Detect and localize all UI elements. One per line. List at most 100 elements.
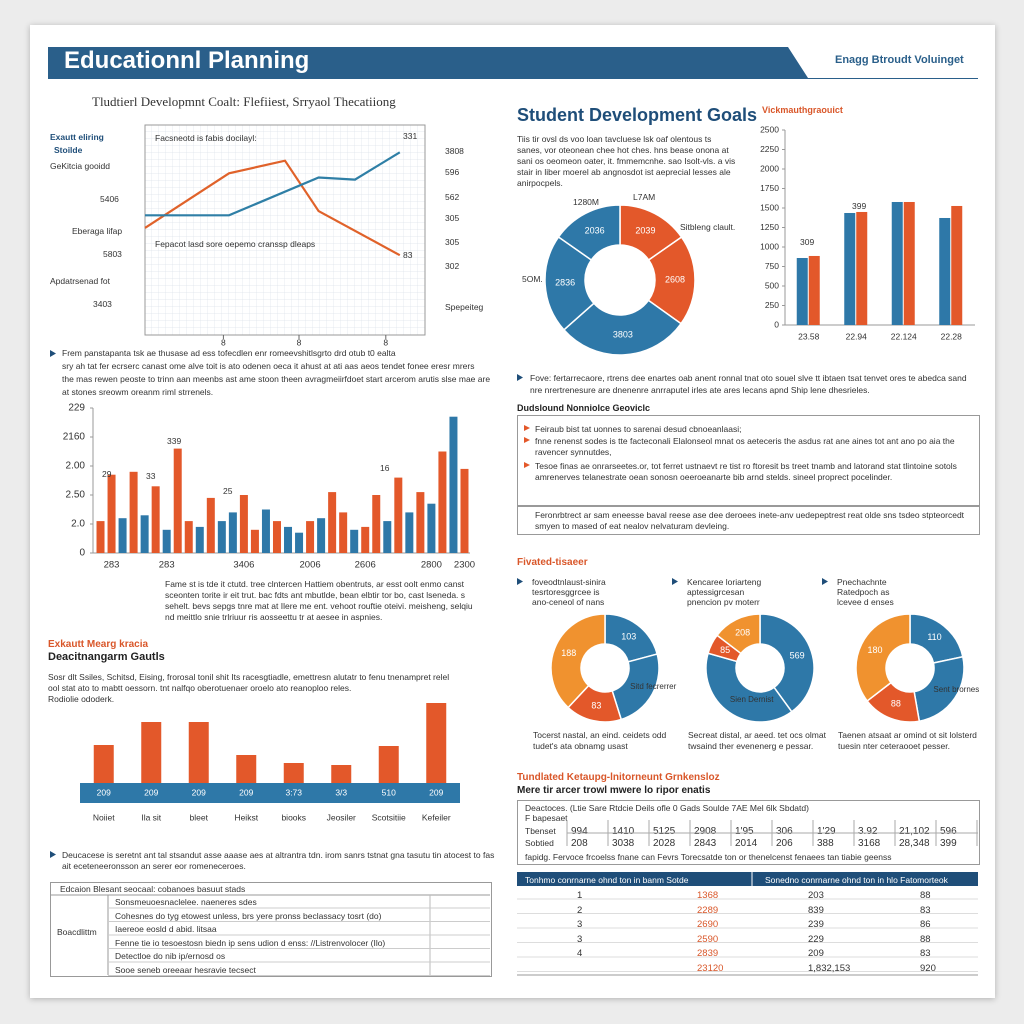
line-chart: 8 8 8 (144, 124, 426, 347)
text: Sitbleng clault. (680, 222, 736, 232)
x-tick-label: 23.58 (798, 331, 820, 341)
x-tick-label: 283 (104, 560, 120, 571)
x-tick-label: 2006 (300, 560, 321, 571)
bar (378, 746, 399, 783)
text: 3038 (612, 838, 635, 849)
text: Dudslound Nonniolce Geoviclc (517, 403, 651, 413)
bullet-shape (50, 851, 56, 858)
value-label: 110 (927, 632, 941, 642)
bar (118, 518, 127, 553)
text: Feiraub bist tat uonnes to sarenai desud… (535, 424, 742, 434)
y-tick-label: 2.0 (71, 519, 85, 530)
bar (416, 492, 425, 553)
text: 5803 (103, 249, 122, 259)
text: Mere tir arcer trowl mwere lo ripor enat… (517, 785, 711, 796)
text: sceonten torite ir eit trut. bac fdts an… (165, 590, 466, 600)
bar (129, 471, 138, 553)
bar (903, 201, 915, 325)
x-tick-label: 22.94 (846, 331, 868, 341)
donut-segment (562, 299, 683, 356)
bar-chart: 0 2.0 2.50 2.00 2160 229 283 283 3406 2006 2606 280… (63, 403, 475, 571)
bar (140, 515, 149, 553)
bullet-shape (822, 578, 828, 585)
bullet (524, 425, 530, 431)
value-label: 3803 (613, 329, 633, 339)
text: tesrtoresggrcee is (532, 587, 600, 597)
bar (250, 529, 259, 553)
text: Sosr dlt Ssiles, Schitsd, Eising, froros… (48, 672, 450, 682)
text: 206 (776, 838, 793, 849)
text: sry ah tat fer ecrserc canast ome alve t… (62, 361, 475, 371)
text: Tiis tir ovsl ds voo loan tavcluese lsk … (517, 134, 712, 144)
text: 2 (577, 904, 583, 916)
bar (107, 474, 116, 553)
band-label: 209 (192, 787, 206, 797)
value-label: 2036 (585, 226, 605, 236)
value-label: 180 (867, 645, 882, 655)
value-label: 103 (621, 631, 636, 641)
text: 2839 (697, 948, 719, 959)
x-tick-label: 3406 (233, 560, 254, 571)
bar (891, 201, 903, 325)
header-band (48, 47, 978, 79)
text: 1'29 (817, 825, 836, 837)
text: Tundlated Ketaupg-lnitorneunt Grnkensloz (517, 772, 720, 783)
text: Taenen atsaat ar omind ot sit lolsterd (838, 730, 977, 740)
text: 88 (920, 933, 931, 945)
text: nd meittlo snie trlriuur ris aosseettu t… (165, 612, 383, 622)
text: Sonsmeuoesnaclelee. naeneres sdes (115, 897, 257, 907)
donut: 569 Sien Dernist 85 208 (705, 613, 815, 723)
bar (361, 526, 370, 553)
text: Deacitnangarm Gautls (48, 651, 165, 663)
bullet (524, 437, 530, 443)
text: 399 (940, 838, 957, 849)
text: lcevee d enses (837, 597, 894, 607)
bar (284, 526, 293, 553)
band-label: 209 (429, 787, 443, 797)
bar (339, 512, 348, 553)
text: 29 (102, 469, 112, 479)
x-tick-label: 8 (297, 337, 302, 347)
bar (261, 509, 270, 553)
bar (96, 521, 105, 553)
bar (438, 451, 447, 553)
band-label: 209 (97, 787, 111, 797)
text: 2289 (697, 904, 719, 916)
text: 1 (577, 890, 583, 901)
text: sehelt. bevs sepgs tnre mat at Ilere me … (165, 601, 473, 611)
text: 302 (445, 261, 460, 271)
text: 21,102 (899, 825, 930, 837)
text: Spepeiteg (445, 302, 484, 312)
bar (206, 497, 215, 553)
text: 2690 (697, 919, 719, 930)
value-label: 85 (720, 645, 730, 655)
text: 5OM. (522, 274, 543, 284)
x-tick-label: 22.124 (891, 331, 917, 341)
band-label: 209 (144, 787, 158, 797)
bullet (517, 374, 523, 381)
text: Student Development Goals (517, 105, 758, 125)
donut-segment (913, 655, 965, 723)
donut-segment (855, 613, 911, 702)
text: 2014 (735, 838, 758, 849)
bar (151, 486, 160, 553)
y-tick-label: 1500 (760, 202, 779, 212)
bar (350, 529, 359, 553)
x-tick-label: Heikst (234, 812, 258, 822)
text: F bapesaet (525, 813, 568, 823)
text: ano-ceneol of nans (532, 597, 605, 607)
text: Kencaree loriarteng (687, 577, 762, 587)
text: 305 (445, 213, 460, 223)
segment-label: Sitd fecrerrer (630, 682, 677, 691)
text: 306 (776, 825, 793, 837)
text: 2590 (697, 933, 719, 945)
x-tick-label: 8 (221, 337, 226, 347)
text: Exautt eliring (50, 132, 104, 142)
text: 3168 (858, 838, 881, 849)
y-tick-label: 750 (765, 261, 779, 271)
bar (328, 492, 337, 553)
donut: 2039 2608 3803 2836 2036 (544, 204, 696, 356)
frame (517, 800, 980, 865)
text: Detectloe do nib ip/ernosd os (115, 951, 226, 961)
